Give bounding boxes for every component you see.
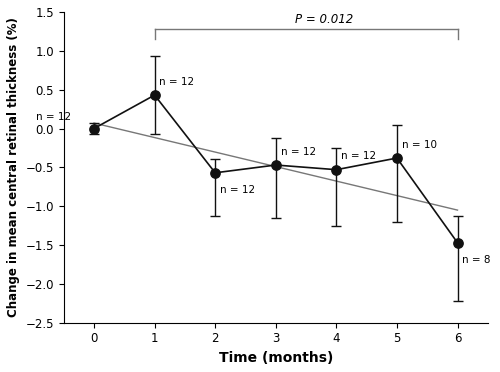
Text: n = 12: n = 12: [280, 147, 316, 157]
Text: n = 10: n = 10: [402, 140, 437, 150]
Point: [211, 170, 219, 176]
Point: [90, 125, 98, 131]
Text: n = 8: n = 8: [462, 255, 491, 265]
Point: [332, 167, 340, 173]
Text: P = 0.012: P = 0.012: [295, 13, 354, 26]
Point: [454, 240, 462, 246]
Text: n = 12: n = 12: [220, 185, 255, 195]
Text: n = 12: n = 12: [341, 151, 376, 161]
Text: n = 12: n = 12: [36, 112, 71, 122]
Point: [150, 92, 158, 98]
X-axis label: Time (months): Time (months): [218, 351, 333, 365]
Y-axis label: Change in mean central retinal thickness (%): Change in mean central retinal thickness…: [7, 17, 20, 317]
Text: n = 12: n = 12: [160, 77, 194, 87]
Point: [393, 155, 401, 161]
Point: [272, 162, 280, 168]
